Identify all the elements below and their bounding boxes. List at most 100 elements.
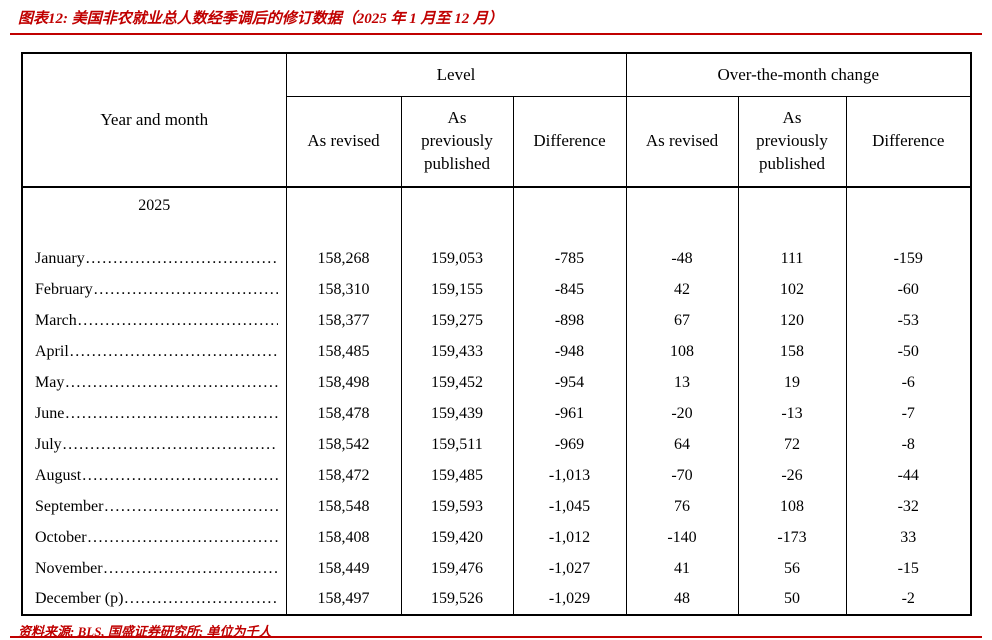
cell-level-difference: -948	[512, 336, 627, 367]
cell-otm-as-previously-published: 50	[737, 584, 847, 615]
year-section-row: 2025	[21, 187, 972, 243]
cell-level-as-previously-published: 159,420	[400, 522, 514, 553]
cell-otm-as-previously-published: 111	[737, 243, 847, 274]
cell-otm-as-revised: 108	[625, 336, 739, 367]
cell-otm-as-previously-published: 102	[737, 274, 847, 305]
cell-level-as-revised: 158,478	[285, 398, 402, 429]
table-row: March...................................…	[21, 305, 972, 336]
dot-leader: ........................................…	[62, 435, 278, 453]
cell-level-as-revised: 158,548	[285, 491, 402, 522]
col-header-otm-as-previously-published: As previously published	[737, 96, 847, 188]
month-label: September	[35, 497, 104, 515]
cell-otm-difference: -15	[845, 553, 972, 584]
dot-leader: ........................................…	[85, 249, 278, 267]
col-header-otm-as-revised: As revised	[625, 96, 739, 188]
month-cell: November................................…	[21, 553, 287, 584]
year-label: 2025	[21, 187, 287, 243]
cell-otm-difference: -8	[845, 429, 972, 460]
month-label: March	[35, 311, 77, 329]
cell-otm-as-revised: 48	[625, 584, 739, 615]
cell-level-difference: -969	[512, 429, 627, 460]
month-cell: September...............................…	[21, 491, 287, 522]
cell-level-as-revised: 158,472	[285, 460, 402, 491]
cell-otm-as-previously-published: 19	[737, 367, 847, 398]
table-row: February................................…	[21, 274, 972, 305]
month-label: December (p)	[35, 590, 124, 607]
col-header-level-difference: Difference	[512, 96, 627, 188]
cell-otm-as-revised: 67	[625, 305, 739, 336]
cell-otm-as-revised: -140	[625, 522, 739, 553]
month-cell: July....................................…	[21, 429, 287, 460]
cell-otm-difference: -159	[845, 243, 972, 274]
table-row: July....................................…	[21, 429, 972, 460]
cell-level-as-previously-published: 159,485	[400, 460, 514, 491]
cell-otm-difference: -50	[845, 336, 972, 367]
dot-leader: ........................................…	[104, 497, 277, 515]
month-label: February	[35, 280, 93, 298]
dot-leader: ........................................…	[65, 404, 277, 422]
table-row: April...................................…	[21, 336, 972, 367]
cell-level-as-previously-published: 159,433	[400, 336, 514, 367]
cell-otm-as-previously-published: 158	[737, 336, 847, 367]
cell-level-difference: -1,027	[512, 553, 627, 584]
cell-level-as-previously-published: 159,511	[400, 429, 514, 460]
table-row: January.................................…	[21, 243, 972, 274]
month-label: October	[35, 528, 87, 546]
month-cell: April...................................…	[21, 336, 287, 367]
table-row: August..................................…	[21, 460, 972, 491]
cell-level-difference: -1,029	[512, 584, 627, 615]
col-header-otm-difference: Difference	[845, 96, 972, 188]
cell-otm-difference: -44	[845, 460, 972, 491]
cell-level-as-previously-published: 159,155	[400, 274, 514, 305]
month-label: July	[35, 435, 62, 453]
col-header-level-as-previously-published: As previously published	[400, 96, 514, 188]
dot-leader: ........................................…	[124, 590, 278, 607]
group-header-level: Level	[285, 53, 627, 97]
cell-otm-as-previously-published: -13	[737, 398, 847, 429]
dot-leader: ........................................…	[77, 311, 278, 329]
cell-level-as-revised: 158,268	[285, 243, 402, 274]
table-row: June....................................…	[21, 398, 972, 429]
cell-level-as-revised: 158,377	[285, 305, 402, 336]
cell-level-as-previously-published: 159,476	[400, 553, 514, 584]
month-label: April	[35, 342, 69, 360]
cell-level-as-revised: 158,485	[285, 336, 402, 367]
month-label: August	[35, 466, 82, 484]
dot-leader: ........................................…	[65, 373, 277, 391]
revision-data-table: Year and month Level Over-the-month chan…	[21, 52, 972, 616]
table-row: September...............................…	[21, 491, 972, 522]
cell-level-difference: -898	[512, 305, 627, 336]
cell-otm-as-previously-published: 72	[737, 429, 847, 460]
cell-level-as-revised: 158,497	[285, 584, 402, 615]
empty-cell	[400, 187, 514, 243]
month-label: November	[35, 559, 103, 577]
month-cell: January.................................…	[21, 243, 287, 274]
cell-level-as-revised: 158,449	[285, 553, 402, 584]
cell-level-as-revised: 158,542	[285, 429, 402, 460]
cell-otm-as-revised: 13	[625, 367, 739, 398]
col-header-level-as-revised: As revised	[285, 96, 402, 188]
cell-otm-as-revised: -48	[625, 243, 739, 274]
cell-otm-difference: -7	[845, 398, 972, 429]
cell-level-difference: -845	[512, 274, 627, 305]
cell-level-difference: -785	[512, 243, 627, 274]
cell-level-difference: -954	[512, 367, 627, 398]
cell-otm-difference: -53	[845, 305, 972, 336]
month-label: May	[35, 373, 65, 391]
month-cell: August..................................…	[21, 460, 287, 491]
month-cell: June....................................…	[21, 398, 287, 429]
cell-otm-as-previously-published: 56	[737, 553, 847, 584]
empty-cell	[737, 187, 847, 243]
month-label: January	[35, 249, 85, 267]
cell-level-as-revised: 158,498	[285, 367, 402, 398]
cell-level-difference: -961	[512, 398, 627, 429]
cell-level-difference: -1,045	[512, 491, 627, 522]
source-note: 资料来源: BLS, 国盛证券研究所; 单位为千人	[18, 624, 272, 639]
cell-otm-difference: -2	[845, 584, 972, 615]
cell-otm-difference: -60	[845, 274, 972, 305]
cell-otm-difference: -6	[845, 367, 972, 398]
empty-cell	[845, 187, 972, 243]
cell-level-difference: -1,012	[512, 522, 627, 553]
dot-leader: ........................................…	[87, 528, 278, 546]
